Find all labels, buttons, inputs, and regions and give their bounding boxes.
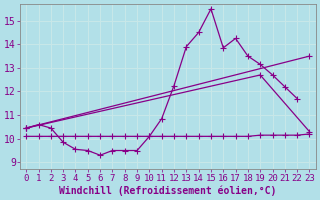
X-axis label: Windchill (Refroidissement éolien,°C): Windchill (Refroidissement éolien,°C) [59, 185, 276, 196]
